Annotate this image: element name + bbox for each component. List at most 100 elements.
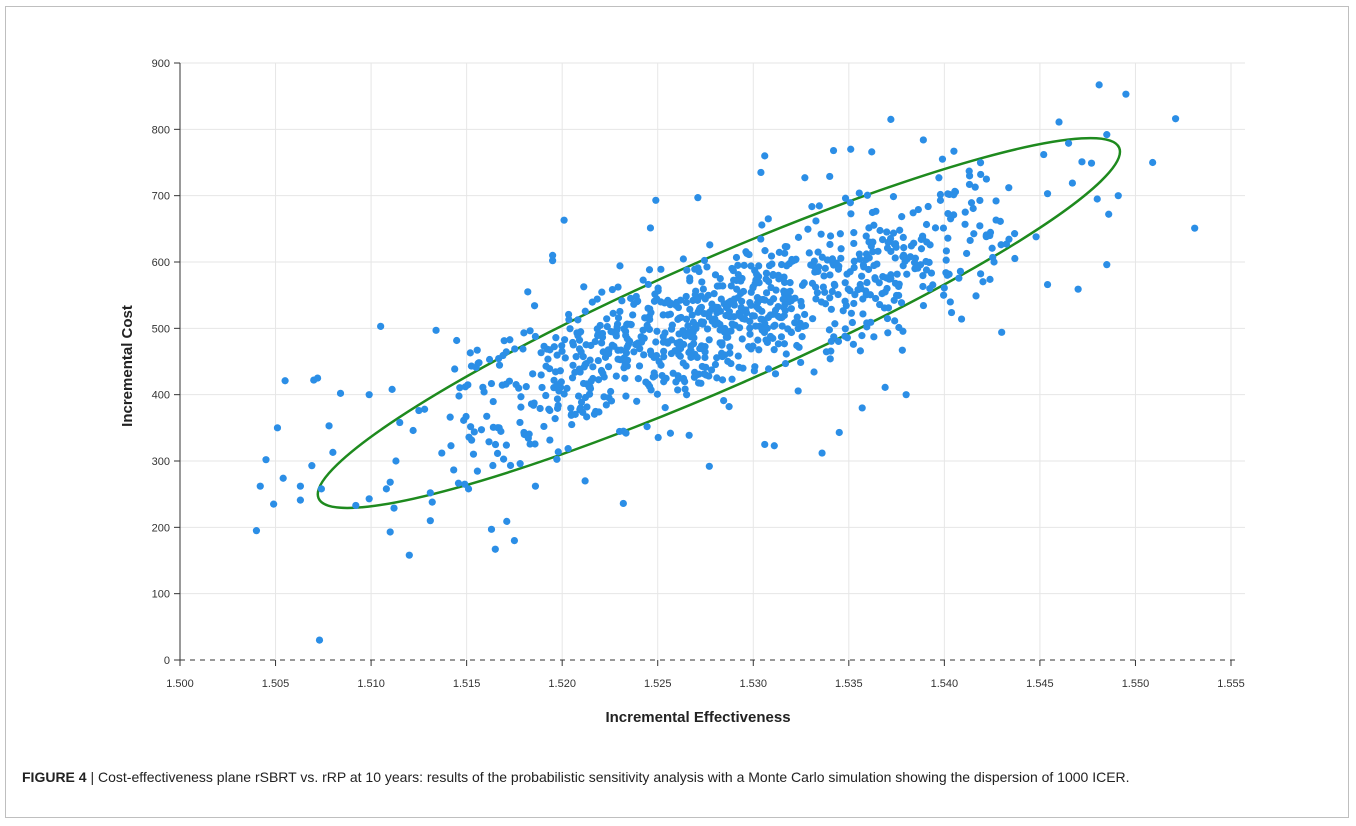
- data-point: [881, 383, 889, 391]
- data-point: [329, 448, 337, 456]
- data-point: [734, 261, 742, 269]
- data-point: [781, 359, 790, 368]
- y-tick-label: 0: [164, 655, 170, 667]
- data-point: [919, 136, 927, 144]
- data-point: [526, 440, 534, 448]
- data-point: [939, 224, 948, 232]
- data-points: [252, 81, 1199, 644]
- data-point: [619, 499, 627, 508]
- data-point: [733, 285, 741, 293]
- data-point: [858, 404, 866, 412]
- data-point: [538, 383, 546, 392]
- data-point: [517, 393, 525, 401]
- data-point: [622, 392, 630, 400]
- data-point: [561, 336, 569, 344]
- data-point: [804, 225, 812, 233]
- data-point: [540, 422, 548, 431]
- data-point: [667, 336, 676, 344]
- data-point: [917, 235, 925, 244]
- data-point: [965, 180, 974, 189]
- data-point: [762, 275, 770, 283]
- data-point: [849, 340, 858, 348]
- data-point: [618, 297, 626, 305]
- data-point: [821, 264, 829, 272]
- data-point: [377, 322, 385, 330]
- data-point: [801, 310, 809, 319]
- data-point: [841, 297, 849, 305]
- data-point: [313, 374, 322, 382]
- data-point: [660, 347, 668, 355]
- data-point: [946, 298, 954, 306]
- data-point: [766, 311, 774, 319]
- data-point: [505, 377, 514, 385]
- data-point: [986, 231, 994, 240]
- data-point: [661, 404, 669, 412]
- x-tick-label: 1.510: [357, 678, 385, 690]
- data-point: [827, 347, 835, 355]
- data-point: [576, 406, 584, 414]
- data-point: [828, 255, 837, 263]
- data-point: [710, 290, 718, 298]
- data-point: [976, 196, 984, 205]
- data-point: [1105, 210, 1113, 218]
- data-point: [797, 358, 805, 367]
- data-point: [768, 260, 776, 268]
- data-point: [899, 233, 907, 242]
- data-point: [815, 202, 823, 210]
- data-point: [352, 501, 360, 510]
- data-point: [270, 500, 278, 508]
- x-tick-label: 1.515: [453, 678, 481, 690]
- data-point: [659, 311, 667, 319]
- data-point: [581, 307, 589, 315]
- data-point: [432, 326, 440, 334]
- data-point: [811, 283, 820, 291]
- data-point: [681, 385, 689, 393]
- data-point: [752, 270, 761, 278]
- data-point: [747, 262, 755, 270]
- data-point: [574, 392, 583, 400]
- data-point: [691, 265, 699, 273]
- data-point: [725, 403, 733, 411]
- data-point: [719, 282, 727, 290]
- y-tick-label: 600: [152, 257, 170, 269]
- data-point: [679, 255, 687, 263]
- data-point: [996, 217, 1004, 225]
- data-point: [764, 365, 773, 373]
- data-point: [778, 322, 786, 330]
- data-point: [814, 248, 822, 256]
- data-point: [713, 282, 721, 290]
- data-point: [669, 369, 677, 377]
- data-point: [862, 232, 870, 240]
- data-point: [581, 393, 590, 402]
- data-point: [697, 318, 705, 326]
- data-point: [627, 294, 635, 302]
- data-point: [757, 235, 765, 243]
- data-point: [1191, 224, 1199, 232]
- data-point: [701, 295, 709, 303]
- data-point: [935, 174, 943, 182]
- data-point: [726, 343, 734, 351]
- data-point: [524, 288, 532, 296]
- data-point: [826, 172, 834, 181]
- data-point: [451, 365, 459, 373]
- data-point: [801, 174, 809, 182]
- data-point: [690, 340, 698, 348]
- data-point: [256, 482, 264, 490]
- data-point: [594, 376, 603, 384]
- data-point: [675, 314, 683, 322]
- data-point: [560, 216, 568, 224]
- data-point: [666, 429, 675, 437]
- data-point: [835, 428, 843, 437]
- data-point: [878, 235, 887, 244]
- data-point: [992, 197, 1000, 205]
- data-point: [549, 251, 557, 259]
- data-point: [646, 315, 654, 324]
- data-point: [587, 377, 595, 385]
- data-point: [810, 368, 818, 376]
- data-point: [687, 349, 695, 358]
- data-point: [736, 312, 744, 320]
- data-point: [817, 230, 825, 238]
- data-point: [464, 485, 473, 493]
- data-point: [569, 341, 577, 349]
- data-point: [774, 340, 782, 348]
